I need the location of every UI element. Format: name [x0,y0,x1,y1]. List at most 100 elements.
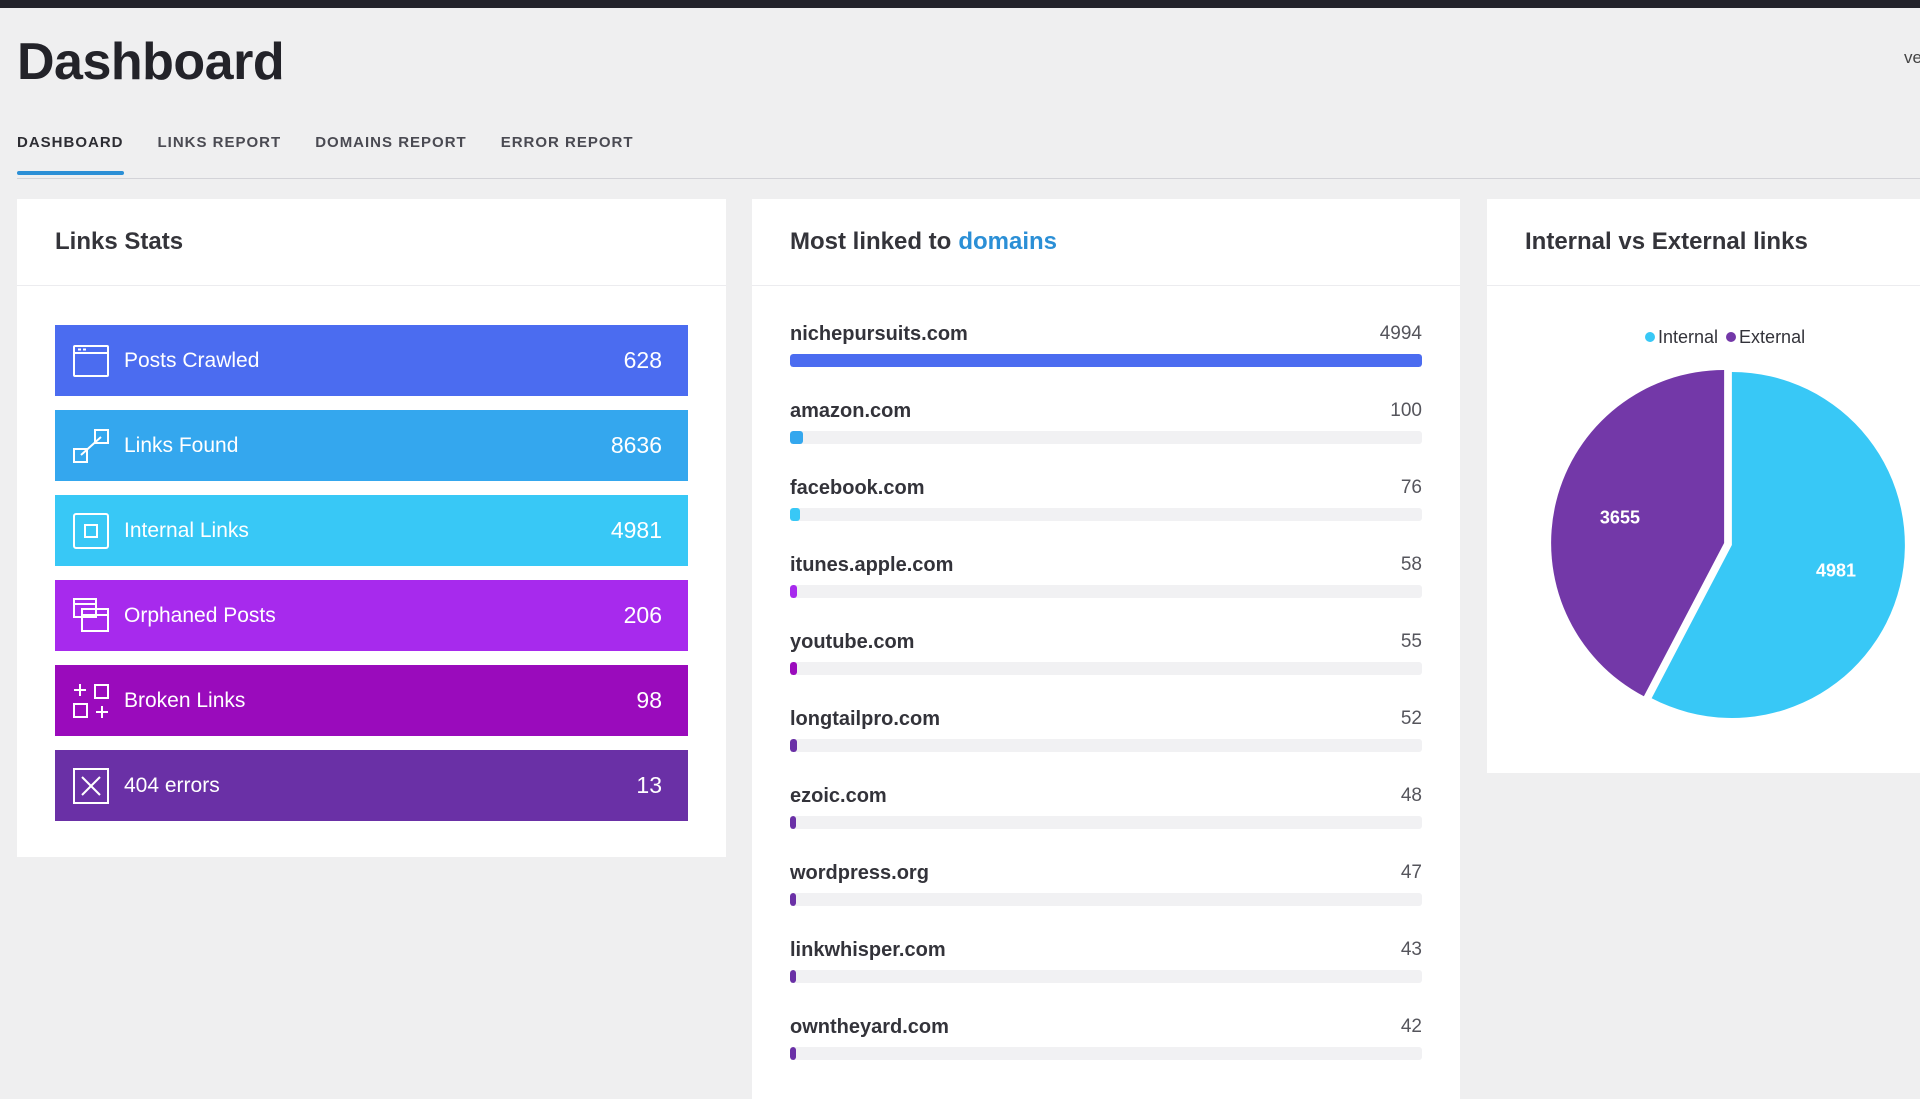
pie-slice-internal[interactable] [1651,371,1905,718]
stat-404-errors[interactable]: 404 errors 13 [55,750,688,821]
domain-name: amazon.com [790,400,912,422]
pie-slice-external[interactable] [1551,370,1725,697]
domain-row[interactable]: youtube.com 55 [790,623,1422,700]
domain-count: 47 [1400,862,1422,883]
links-stats-title: Links Stats [17,199,726,286]
pie-chart: 4981 3655 [1551,370,1905,718]
domain-count: 48 [1400,785,1422,806]
domain-bar-fill [790,354,1422,367]
domain-count: 100 [1390,400,1422,421]
stat-value: 98 [636,687,662,713]
tab-links-report[interactable]: LINKS REPORT [157,134,282,151]
domain-name: itunes.apple.com [790,554,954,576]
domain-row[interactable]: nichepursuits.com 4994 [790,315,1422,392]
domain-bar-track [790,662,1422,675]
domain-bar-fill [790,431,803,444]
stat-value: 13 [636,772,662,798]
domains-list: nichepursuits.com 4994 amazon.com 100 facebo… [790,315,1422,1085]
stat-label: Broken Links [124,688,246,712]
domain-name: youtube.com [790,631,915,653]
domain-row[interactable]: facebook.com 76 [790,469,1422,546]
links-stats-list: Posts Crawled 628 Links Found 8636 Inter… [55,325,688,835]
stat-value: 206 [623,602,662,628]
legend-label: Internal [1658,327,1719,347]
domains-card: Most linked to domains nichepursuits.com… [752,199,1460,1099]
stat-label: 404 errors [124,773,220,797]
legend-dot [1645,332,1655,342]
domain-bar-fill [790,508,800,521]
domain-bar-fill [790,585,798,598]
stat-label: Orphaned Posts [124,603,276,627]
domain-name: ezoic.com [790,785,887,807]
stat-value: 4981 [610,517,662,543]
link-icon [72,427,110,465]
domain-row[interactable]: ezoic.com 48 [790,777,1422,854]
tab-divider [17,178,1920,179]
domain-count: 55 [1400,631,1422,652]
stat-internal-links[interactable]: Internal Links 4981 [55,495,688,566]
domain-bar-track [790,431,1422,444]
domain-count: 76 [1400,477,1422,498]
domain-bar-fill [790,893,796,906]
domain-row[interactable]: owntheyard.com 42 [790,1008,1422,1085]
stacked-windows-icon [72,597,110,635]
domain-count: 4994 [1379,323,1422,344]
domain-count: 52 [1400,708,1422,729]
domains-title-text: Most linked to [790,228,952,255]
domains-link[interactable]: domains [958,228,1058,255]
legend-item-internal[interactable]: Internal [1645,327,1718,348]
browser-window-icon [72,342,110,380]
tab-error-report[interactable]: ERROR REPORT [500,134,634,151]
domain-bar-track [790,508,1422,521]
legend-label: External [1739,327,1806,347]
domain-bar-fill [790,662,797,675]
stat-label: Posts Crawled [124,348,260,372]
domain-bar-track [790,893,1422,906]
internal-link-icon [72,512,110,550]
domain-count: 58 [1400,554,1422,575]
stat-broken-links[interactable]: Broken Links 98 [55,665,688,736]
domain-name: facebook.com [790,477,925,499]
domain-bar-track [790,1047,1422,1060]
stat-links-found[interactable]: Links Found 8636 [55,410,688,481]
domain-bar-track [790,970,1422,983]
page-title: Dashboard [17,33,285,91]
stat-label: Internal Links [124,518,249,542]
close-box-icon [72,767,110,805]
domain-row[interactable]: amazon.com 100 [790,392,1422,469]
broken-link-icon [72,682,110,720]
pie-title: Internal vs External links [1487,199,1920,286]
pie-label-external: 3655 [1600,507,1640,527]
domain-count: 43 [1400,939,1422,960]
pie-legend: Internal External [1645,327,1805,348]
domain-name: wordpress.org [790,862,929,884]
tab-dashboard[interactable]: DASHBOARD [17,134,124,175]
links-stats-card: Links Stats Posts Crawled 628 Links Foun… [17,199,726,857]
domain-name: longtailpro.com [790,708,940,730]
domain-name: nichepursuits.com [790,323,968,345]
legend-item-external[interactable]: External [1726,327,1805,348]
domain-count: 42 [1400,1016,1422,1037]
domain-row[interactable]: longtailpro.com 52 [790,700,1422,777]
domain-row[interactable]: itunes.apple.com 58 [790,546,1422,623]
domain-bar-fill [790,1047,796,1060]
version-text: ve [1904,48,1920,67]
domain-bar-fill [790,816,796,829]
tab-domains-report[interactable]: DOMAINS REPORT [315,134,467,151]
pie-label-internal: 4981 [1816,561,1856,581]
stat-orphaned-posts[interactable]: Orphaned Posts 206 [55,580,688,651]
domain-bar-track [790,816,1422,829]
tab-bar: DASHBOARD LINKS REPORT DOMAINS REPORT ER… [17,134,668,175]
domain-bar-track [790,354,1422,367]
domain-row[interactable]: linkwhisper.com 43 [790,931,1422,1008]
domain-name: linkwhisper.com [790,939,946,961]
domain-bar-fill [790,739,797,752]
internal-external-card: Internal vs External links Internal Exte… [1487,199,1920,773]
domain-bar-track [790,585,1422,598]
top-bar [0,0,1920,8]
legend-dot [1726,332,1737,342]
domain-name: owntheyard.com [790,1016,949,1038]
domain-row[interactable]: wordpress.org 47 [790,854,1422,931]
stat-posts-crawled[interactable]: Posts Crawled 628 [55,325,688,396]
stat-value: 8636 [610,432,662,458]
